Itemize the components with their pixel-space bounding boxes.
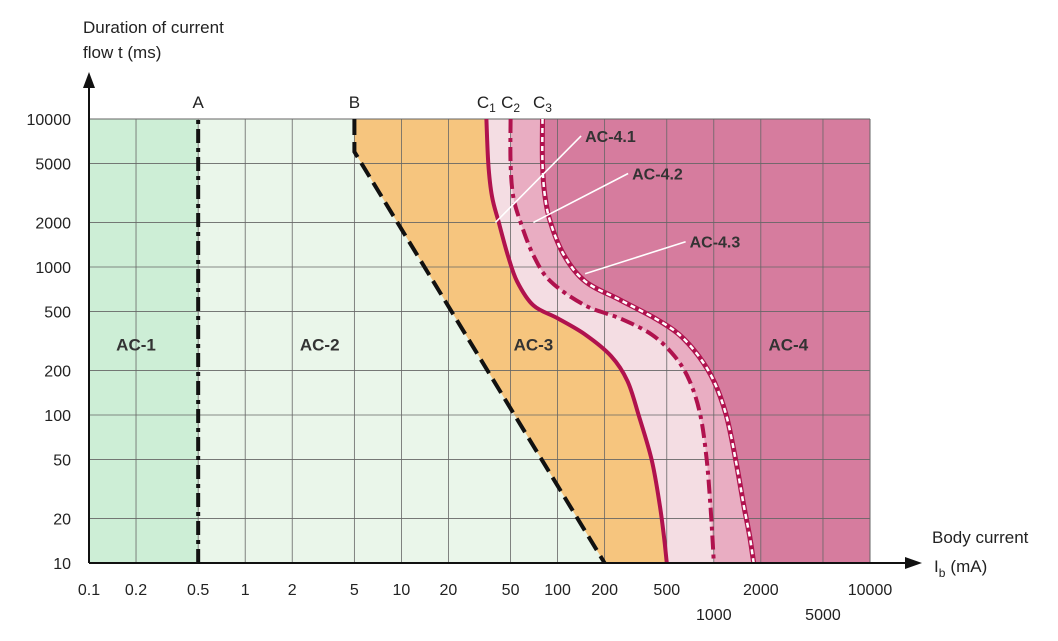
annotation-leader-2 bbox=[584, 240, 686, 275]
x-axis-unit: (mA) bbox=[950, 557, 987, 576]
axes bbox=[83, 72, 922, 569]
x-tick-label-4: 2 bbox=[288, 582, 297, 599]
region-ac1 bbox=[89, 119, 199, 563]
y-tick-label-5: 500 bbox=[44, 305, 71, 322]
y-tick-label-8: 5000 bbox=[35, 157, 71, 174]
y-tick-label-9: 10000 bbox=[27, 112, 72, 129]
y-tick-label-4: 200 bbox=[44, 363, 71, 380]
x-tick-label-2: 0.5 bbox=[187, 582, 209, 599]
curve-b bbox=[352, 119, 607, 565]
y-tick-label-2: 50 bbox=[53, 453, 71, 470]
x-tick-label-11: 500 bbox=[653, 582, 680, 599]
zone-label-3: AC-4 bbox=[768, 335, 808, 354]
x-tick-label-13: 2000 bbox=[743, 582, 779, 599]
x-tick-label-3: 1 bbox=[241, 582, 250, 599]
zone-label-1: AC-2 bbox=[300, 335, 340, 354]
x-tick-label-8: 50 bbox=[502, 582, 520, 599]
y-axis-title-line2: flow t (ms) bbox=[83, 43, 161, 62]
x-axis-symbol-subscript: b bbox=[939, 566, 946, 580]
annotation-label-0: AC-4.1 bbox=[585, 129, 636, 146]
x-tick-label-9: 100 bbox=[544, 582, 571, 599]
region-fills bbox=[89, 119, 870, 563]
curve-c1 bbox=[484, 118, 669, 564]
x-tick-label-12: 1000 bbox=[696, 607, 732, 624]
curve-name-label-2: C1 bbox=[477, 93, 496, 115]
curve-name-label-0: A bbox=[193, 93, 205, 112]
annotation-label-2: AC-4.3 bbox=[690, 235, 741, 252]
y-tick-label-3: 100 bbox=[44, 408, 71, 425]
curve-name-0: A bbox=[193, 93, 205, 112]
curve-name-label-3: C2 bbox=[501, 93, 520, 115]
curve-name-subscript-2: 1 bbox=[489, 101, 496, 115]
boundary-curves bbox=[196, 118, 757, 565]
curve-name-subscript-3: 2 bbox=[513, 101, 520, 115]
x-tick-label-14: 5000 bbox=[805, 607, 841, 624]
x-tick-label-5: 5 bbox=[350, 582, 359, 599]
curve-name-3: C bbox=[501, 93, 513, 112]
x-tick-label-7: 20 bbox=[440, 582, 458, 599]
curve-name-subscript-4: 3 bbox=[545, 101, 552, 115]
y-axis-arrow-icon bbox=[83, 72, 95, 88]
x-tick-label-10: 200 bbox=[591, 582, 618, 599]
chart-labels: Duration of current flow t (ms) Body cur… bbox=[83, 18, 1029, 580]
x-tick-label-15: 10000 bbox=[848, 582, 893, 599]
curve-name-label-4: C3 bbox=[533, 93, 552, 115]
y-tick-label-1: 20 bbox=[53, 511, 71, 528]
tick-labels: 0.1 0.2 0.5 1 2 5 10 20 50 100 200 500 1000 2000 5000 1… bbox=[27, 112, 893, 624]
annotation-leader-0 bbox=[494, 135, 582, 224]
zone-label-0: AC-1 bbox=[116, 335, 156, 354]
x-tick-label-0: 0.1 bbox=[78, 582, 100, 599]
y-tick-label-0: 10 bbox=[53, 556, 71, 573]
x-axis-symbol: I bbox=[934, 557, 939, 576]
zone-label-2: AC-3 bbox=[514, 335, 554, 354]
curve-name-label-1: B bbox=[349, 93, 360, 112]
curve-name-4: C bbox=[533, 93, 545, 112]
x-axis-arrow-icon bbox=[905, 557, 922, 569]
x-tick-label-6: 10 bbox=[393, 582, 411, 599]
curve-c2 bbox=[508, 118, 716, 564]
x-tick-label-1: 0.2 bbox=[125, 582, 147, 599]
annotation-leader-1 bbox=[533, 172, 629, 224]
curve-name-2: C bbox=[477, 93, 489, 112]
annotation-label-1: AC-4.2 bbox=[632, 167, 683, 184]
x-axis-unit-label: Ib (mA) bbox=[934, 557, 987, 580]
curve-name-1: B bbox=[349, 93, 360, 112]
curve-c3-dots bbox=[541, 118, 755, 564]
y-axis-title-line1: Duration of current bbox=[83, 18, 224, 37]
y-tick-label-6: 1000 bbox=[35, 260, 71, 277]
x-axis-title: Body current bbox=[932, 528, 1029, 547]
y-tick-label-7: 2000 bbox=[35, 215, 71, 232]
